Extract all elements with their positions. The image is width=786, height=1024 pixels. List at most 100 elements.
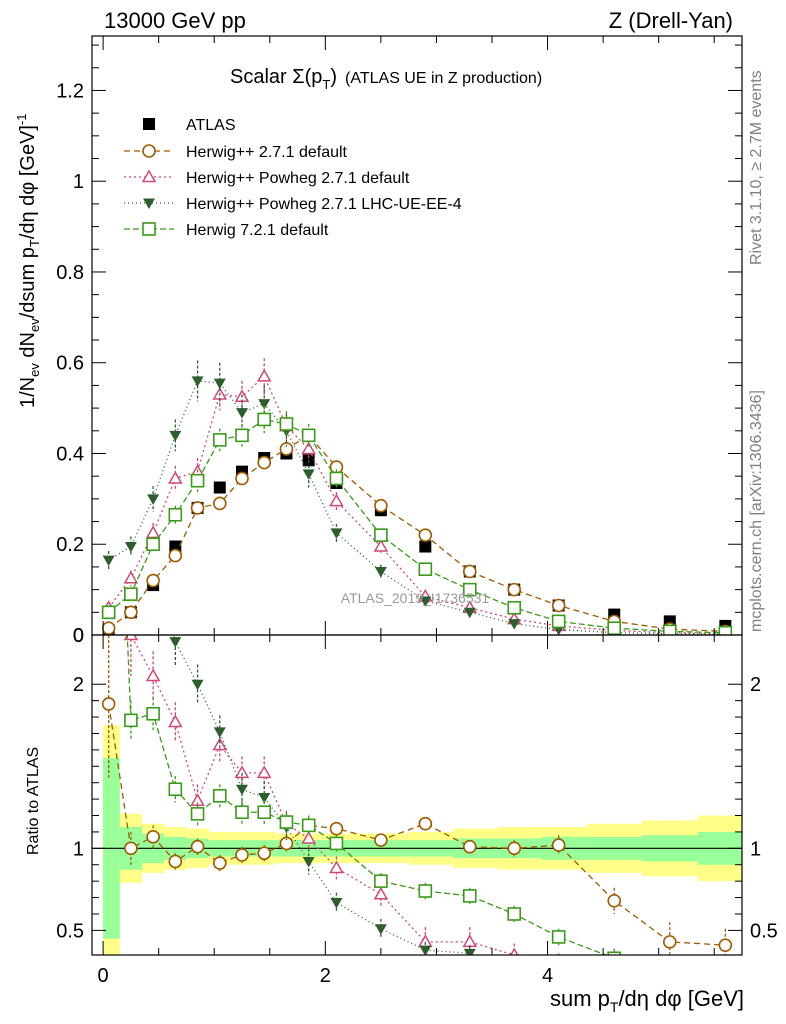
ratio-panel: 0.5 0.5 1 1 2 2 0 2 4 0 Ratio to ATLAS: [25, 625, 778, 987]
data-point: [418, 562, 433, 577]
series-1: [101, 428, 733, 635]
ratio-y-axis-label: Ratio to ATLAS: [25, 747, 42, 855]
legend-label: ATLAS: [186, 117, 236, 134]
main-series-layer: [101, 358, 733, 635]
data-point: [551, 598, 566, 613]
ratio-point: [507, 907, 522, 921]
ratio-point: [374, 833, 388, 847]
ratio-point: [662, 935, 677, 949]
ratio-point: [212, 737, 228, 751]
data-point: [190, 473, 205, 488]
ratio-point: [235, 805, 249, 820]
ratio-point: [418, 884, 433, 898]
data-point: [373, 538, 389, 552]
ratio-band-area: [92, 725, 742, 955]
ratio-series-3: [124, 635, 731, 977]
data-point: [212, 496, 227, 511]
ratio-point: [145, 668, 161, 682]
ratio-point: [553, 957, 565, 968]
data-point: [718, 625, 733, 635]
ratio-point: [462, 934, 478, 948]
y-tick-label: 0: [73, 625, 84, 647]
ratio-point: [551, 838, 566, 852]
ratio-point: [168, 714, 183, 728]
header-left: 13000 GeV pp: [104, 8, 246, 33]
data-point: [507, 582, 522, 597]
legend-item: Herwig++ Powheg 2.7.1 LHC-UE-EE-4: [124, 196, 462, 213]
ratio-series-0: [101, 635, 733, 955]
ratio-point: [419, 945, 432, 955]
ratio-point: [607, 951, 622, 955]
legend-marker: [142, 144, 156, 158]
rivet-label: Rivet 3.1.10, ≥ 2.7M events: [748, 70, 765, 265]
data-point: [301, 428, 316, 443]
data-point: [212, 433, 227, 447]
data-point: [607, 621, 622, 635]
ratio-point: [664, 962, 676, 974]
data-point: [330, 528, 343, 539]
y-axis-label: 1/Nev dNev/dsum pT/dη dφ [GeV]-1: [14, 113, 42, 408]
ratio-point: [235, 848, 249, 862]
plot-title-sub: T: [322, 77, 330, 92]
ratio-point: [168, 854, 183, 869]
ratio-point: [168, 782, 183, 797]
ratio-point: [257, 805, 272, 820]
y-tick-label: 0.2: [56, 534, 84, 556]
data-point: [191, 376, 204, 387]
ratio-point: [124, 713, 138, 728]
legend-item: Herwig++ 2.7.1 default: [124, 144, 348, 161]
ratio-y-tick-label: 2: [73, 674, 84, 696]
legend-item: ATLAS: [143, 117, 236, 134]
data-point: [235, 471, 249, 486]
ratio-point: [256, 765, 272, 779]
legend-label: Herwig++ 2.7.1 default: [186, 144, 348, 161]
ratio-point: [258, 792, 271, 804]
ratio-point: [279, 815, 294, 829]
ratio-point: [146, 830, 160, 844]
main-panel: 0 0.2 0.4 0.6 0.8 1 1.2 ATLAS_2019_I1736531 Sc…: [14, 35, 743, 647]
ratio-point: [719, 965, 731, 977]
ratio-point: [302, 856, 315, 868]
data-point: [374, 566, 387, 578]
ratio-plot-area: [101, 635, 733, 981]
ratio-point: [718, 938, 733, 952]
x-tick-label: 0: [98, 965, 109, 987]
ratio-point: [608, 970, 620, 981]
data-point: [257, 412, 272, 427]
data-point: [123, 570, 139, 584]
data-point: [213, 481, 226, 494]
data-point: [508, 619, 521, 630]
data-point: [463, 607, 476, 619]
data-point: [462, 564, 477, 579]
data-point: [462, 582, 477, 597]
data-point: [124, 587, 138, 601]
data-point: [145, 525, 161, 539]
data-point: [257, 455, 272, 470]
legend-marker: [143, 118, 155, 130]
x-tick-label: 2: [320, 965, 331, 987]
ratio-point: [190, 839, 205, 854]
data-point: [418, 528, 433, 542]
ratio-y-tick-label-right: 2: [750, 674, 761, 696]
data-point: [256, 368, 272, 382]
ratio-uncertainty-bands: [92, 725, 742, 955]
data-point: [124, 605, 138, 620]
data-point: [279, 417, 294, 431]
ratio-series-2: [169, 635, 476, 955]
legend-item: Herwig 7.2.1 default: [124, 222, 329, 239]
ratio-point: [418, 816, 433, 831]
data-point: [168, 507, 183, 522]
ratio-point: [329, 821, 344, 836]
ratio-point: [169, 637, 182, 648]
data-point: [190, 501, 205, 515]
watermark: ATLAS_2019_I1736531: [341, 590, 490, 606]
data-point: [258, 399, 271, 410]
legend-label: Herwig++ Powheg 2.7.1 LHC-UE-EE-4: [186, 196, 462, 213]
y-tick-label: 1.2: [56, 80, 84, 102]
data-point: [419, 596, 432, 607]
data-point: [169, 430, 182, 442]
mcplots-label: mcplots.cern.ch [arXiv:1306.3436]: [748, 390, 765, 632]
legend-marker: [142, 222, 156, 236]
data-point: [146, 573, 160, 588]
